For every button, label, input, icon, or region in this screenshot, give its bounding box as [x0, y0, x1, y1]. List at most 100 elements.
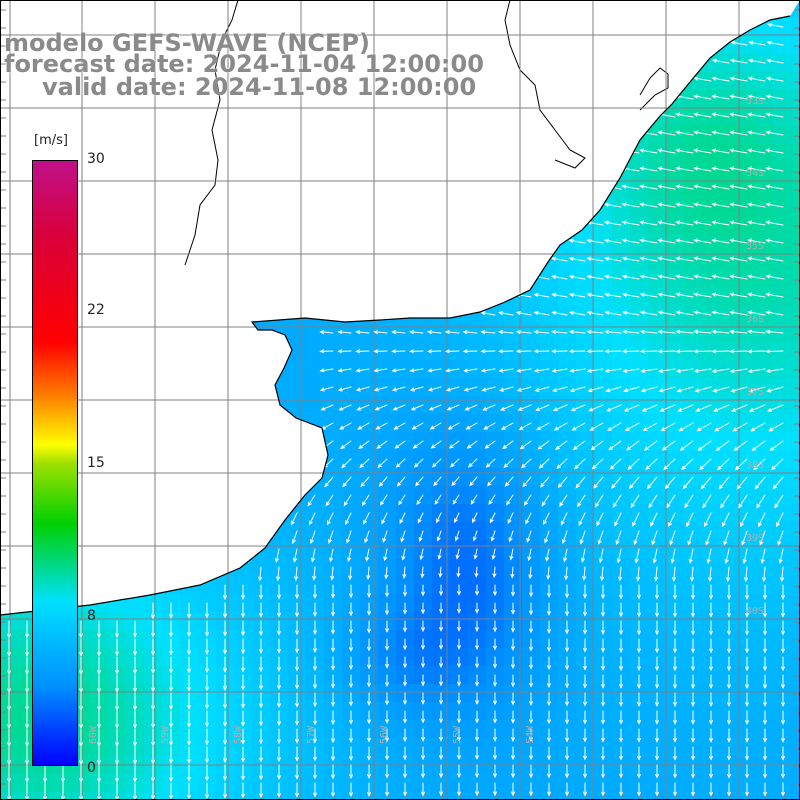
wind-arrow	[403, 584, 407, 597]
wind-arrow	[169, 656, 173, 674]
wind-arrow	[711, 368, 730, 373]
wind-arrow	[349, 710, 353, 725]
wind-arrow	[151, 746, 155, 765]
wind-arrow	[583, 602, 587, 617]
wind-arrow	[259, 584, 263, 600]
wind-arrow	[726, 566, 731, 583]
wind-arrow	[637, 584, 641, 600]
wind-arrow	[765, 148, 784, 154]
wind-arrow	[747, 368, 766, 373]
wind-arrow	[463, 368, 478, 373]
wind-arrow	[79, 710, 83, 730]
wind-arrow	[385, 656, 389, 669]
wind-arrow	[639, 349, 658, 354]
wind-arrow	[25, 728, 29, 748]
wind-arrow	[25, 674, 29, 694]
wind-arrow	[491, 548, 496, 561]
wind-arrow	[529, 584, 533, 598]
wind-arrow	[781, 746, 785, 761]
wind-arrow	[657, 130, 676, 136]
wind-arrow	[673, 692, 677, 708]
wind-arrow	[740, 512, 748, 528]
wind-arrow	[731, 404, 748, 412]
wind-arrow	[603, 202, 622, 208]
wind-arrow	[551, 368, 568, 373]
wind-arrow	[409, 386, 424, 392]
wind-arrow	[660, 422, 676, 432]
wind-arrow	[709, 746, 713, 761]
wind-arrow	[619, 710, 623, 725]
wind-arrow	[339, 422, 352, 430]
wind-arrow	[565, 782, 569, 797]
wind-arrow	[403, 728, 407, 743]
wind-arrow	[541, 494, 550, 507]
wind-arrow	[655, 746, 659, 761]
wind-arrow	[437, 548, 442, 560]
wind-arrow	[169, 764, 173, 783]
wind-arrow	[673, 656, 677, 672]
wind-arrow	[516, 386, 532, 392]
lat-label-39s: 39S	[745, 533, 764, 544]
wind-arrow	[367, 746, 371, 761]
wind-arrow	[657, 368, 676, 373]
wind-arrow	[241, 674, 245, 691]
wind-arrow	[675, 292, 694, 298]
wind-arrow	[747, 76, 766, 82]
wind-arrow	[349, 782, 353, 798]
wind-arrow	[187, 746, 191, 764]
wind-arrow	[509, 548, 514, 561]
wind-arrow	[706, 548, 712, 565]
wind-arrow	[563, 548, 568, 563]
wind-arrow	[781, 620, 785, 636]
wind-arrow	[277, 638, 281, 654]
wind-arrow	[745, 728, 749, 743]
lat-label-36s: 36S	[745, 314, 764, 325]
wind-arrow	[493, 692, 497, 706]
wind-arrow	[767, 404, 784, 412]
wind-arrow	[781, 692, 785, 708]
wind-arrow	[61, 764, 65, 784]
wind-arrow	[337, 330, 352, 335]
wind-arrow	[640, 368, 658, 373]
wind-arrow	[693, 310, 712, 316]
wind-arrow	[747, 112, 766, 118]
wind-arrow	[467, 458, 478, 468]
wind-arrow	[276, 566, 281, 582]
lat-label-38s: 38S	[745, 460, 764, 471]
wind-arrow	[770, 458, 784, 471]
wind-arrow	[601, 584, 605, 600]
wind-arrow	[765, 349, 784, 354]
wind-arrow	[694, 386, 712, 393]
wind-arrow	[637, 710, 641, 725]
wind-arrow	[427, 349, 442, 354]
wind-arrow	[205, 692, 209, 710]
wind-arrow	[765, 329, 784, 334]
wind-arrow	[25, 620, 29, 639]
wind-arrow	[619, 602, 623, 618]
wind-arrow	[639, 148, 658, 154]
wind-arrow	[675, 274, 694, 280]
wind-arrow	[729, 368, 748, 373]
wind-arrow	[615, 530, 622, 546]
wind-arrow	[493, 638, 497, 651]
wind-arrow	[586, 310, 604, 316]
wind-arrow	[169, 692, 173, 711]
wind-arrow	[543, 512, 550, 526]
wind-arrow	[363, 512, 370, 525]
wind-arrow	[483, 422, 496, 430]
wind-arrow	[673, 638, 677, 654]
wind-arrow	[600, 566, 605, 582]
wind-arrow	[579, 530, 586, 545]
wind-arrow	[729, 94, 748, 100]
wind-arrow	[421, 746, 425, 761]
wind-arrow	[565, 620, 569, 635]
wind-arrow	[498, 349, 514, 354]
wind-arrow	[7, 620, 11, 639]
wind-arrow	[557, 476, 568, 489]
wind-arrow	[277, 764, 281, 781]
wind-arrow	[711, 292, 730, 298]
wind-arrow	[748, 386, 766, 393]
wind-arrow	[487, 476, 496, 487]
